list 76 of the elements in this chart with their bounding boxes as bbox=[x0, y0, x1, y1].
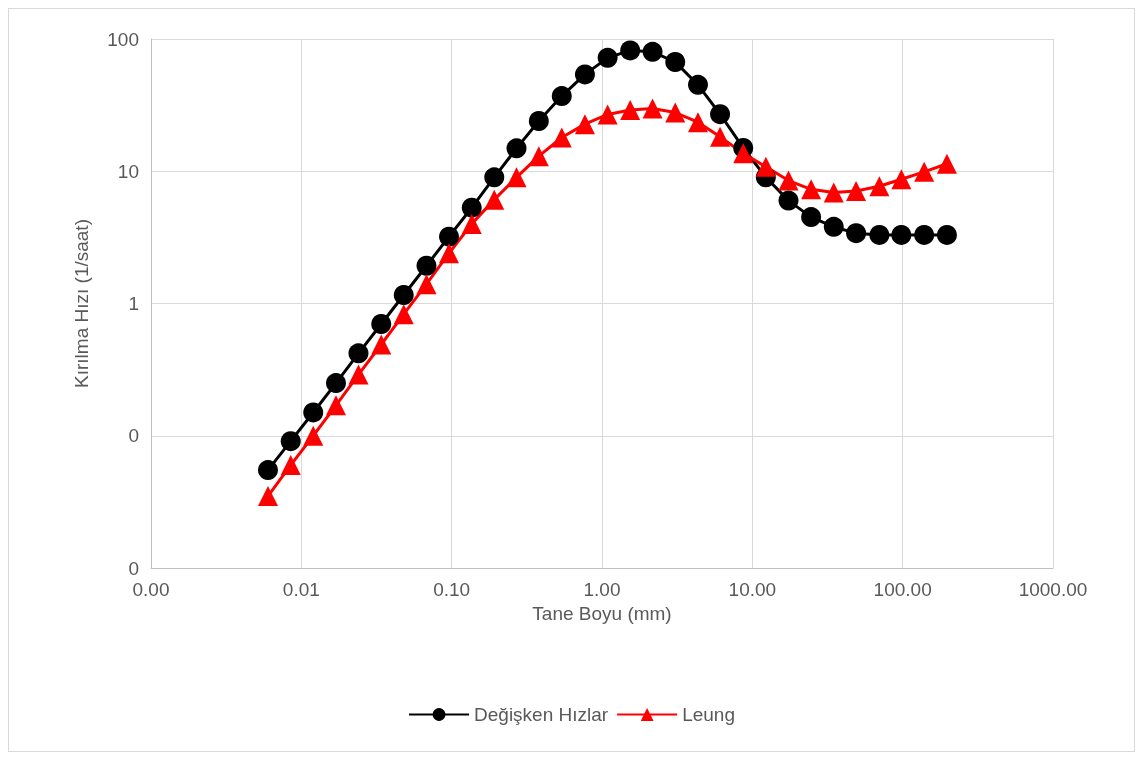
point bbox=[869, 176, 890, 197]
point bbox=[891, 224, 912, 245]
point bbox=[936, 224, 957, 245]
point bbox=[551, 86, 572, 107]
point bbox=[506, 138, 527, 159]
legend-label: Leung bbox=[682, 704, 735, 725]
point bbox=[506, 167, 527, 188]
point bbox=[439, 243, 459, 264]
x-tick-label: 0.10 bbox=[433, 579, 471, 600]
x-tick-label: 1.00 bbox=[583, 579, 621, 600]
point bbox=[461, 197, 482, 218]
point bbox=[710, 126, 731, 147]
point bbox=[484, 189, 505, 210]
y-axis-title: Kırılma Hızı (1/saat) bbox=[71, 219, 92, 388]
x-tick-label: 10.00 bbox=[728, 579, 777, 600]
point bbox=[371, 313, 392, 334]
point bbox=[280, 431, 301, 452]
point bbox=[303, 425, 324, 446]
point bbox=[642, 41, 663, 62]
x-tick-label: 0.01 bbox=[282, 579, 320, 600]
point bbox=[642, 98, 663, 119]
point bbox=[620, 100, 641, 121]
point bbox=[326, 373, 346, 394]
point bbox=[280, 455, 301, 476]
point bbox=[325, 395, 346, 416]
point bbox=[258, 460, 278, 481]
point bbox=[393, 284, 414, 305]
point bbox=[597, 47, 618, 68]
point bbox=[801, 207, 822, 228]
x-tick-label: 100.00 bbox=[873, 579, 932, 600]
point bbox=[348, 364, 369, 385]
point bbox=[528, 110, 549, 131]
x-tick-label: 0.00 bbox=[132, 579, 170, 600]
point bbox=[891, 169, 912, 190]
point bbox=[551, 127, 572, 148]
point bbox=[688, 74, 708, 95]
point bbox=[665, 52, 686, 72]
point bbox=[574, 114, 595, 135]
point bbox=[620, 40, 641, 61]
point bbox=[869, 224, 890, 245]
point bbox=[484, 167, 505, 188]
x-axis-title: Tane Boyu (mm) bbox=[532, 602, 672, 624]
point bbox=[914, 224, 935, 245]
point bbox=[348, 343, 369, 364]
point bbox=[710, 104, 731, 125]
point bbox=[416, 255, 437, 276]
point bbox=[574, 64, 595, 85]
point bbox=[257, 486, 278, 507]
point bbox=[528, 146, 549, 167]
y-tick-label: 0 bbox=[128, 425, 139, 447]
point bbox=[846, 223, 867, 244]
point bbox=[755, 156, 776, 177]
point bbox=[936, 153, 957, 174]
y-tick-label: 100 bbox=[107, 28, 139, 50]
y-tick-label: 1 bbox=[128, 293, 139, 314]
point bbox=[303, 402, 324, 423]
point bbox=[393, 304, 414, 325]
legend-label: Değişken Hızlar bbox=[474, 704, 609, 725]
x-tick-label: 1000.00 bbox=[1018, 579, 1088, 600]
point bbox=[846, 180, 867, 201]
point bbox=[914, 161, 935, 182]
point bbox=[371, 334, 392, 355]
y-tick-label: 10 bbox=[117, 160, 139, 182]
point bbox=[439, 226, 459, 247]
point bbox=[416, 274, 437, 295]
point bbox=[687, 112, 708, 133]
point bbox=[665, 102, 686, 123]
point bbox=[461, 213, 482, 234]
point bbox=[823, 216, 844, 237]
y-tick-label: 0 bbox=[128, 557, 139, 579]
point bbox=[823, 182, 844, 203]
point bbox=[733, 143, 754, 164]
point bbox=[801, 179, 822, 200]
point bbox=[778, 170, 799, 191]
point bbox=[597, 104, 618, 125]
point bbox=[778, 190, 799, 211]
